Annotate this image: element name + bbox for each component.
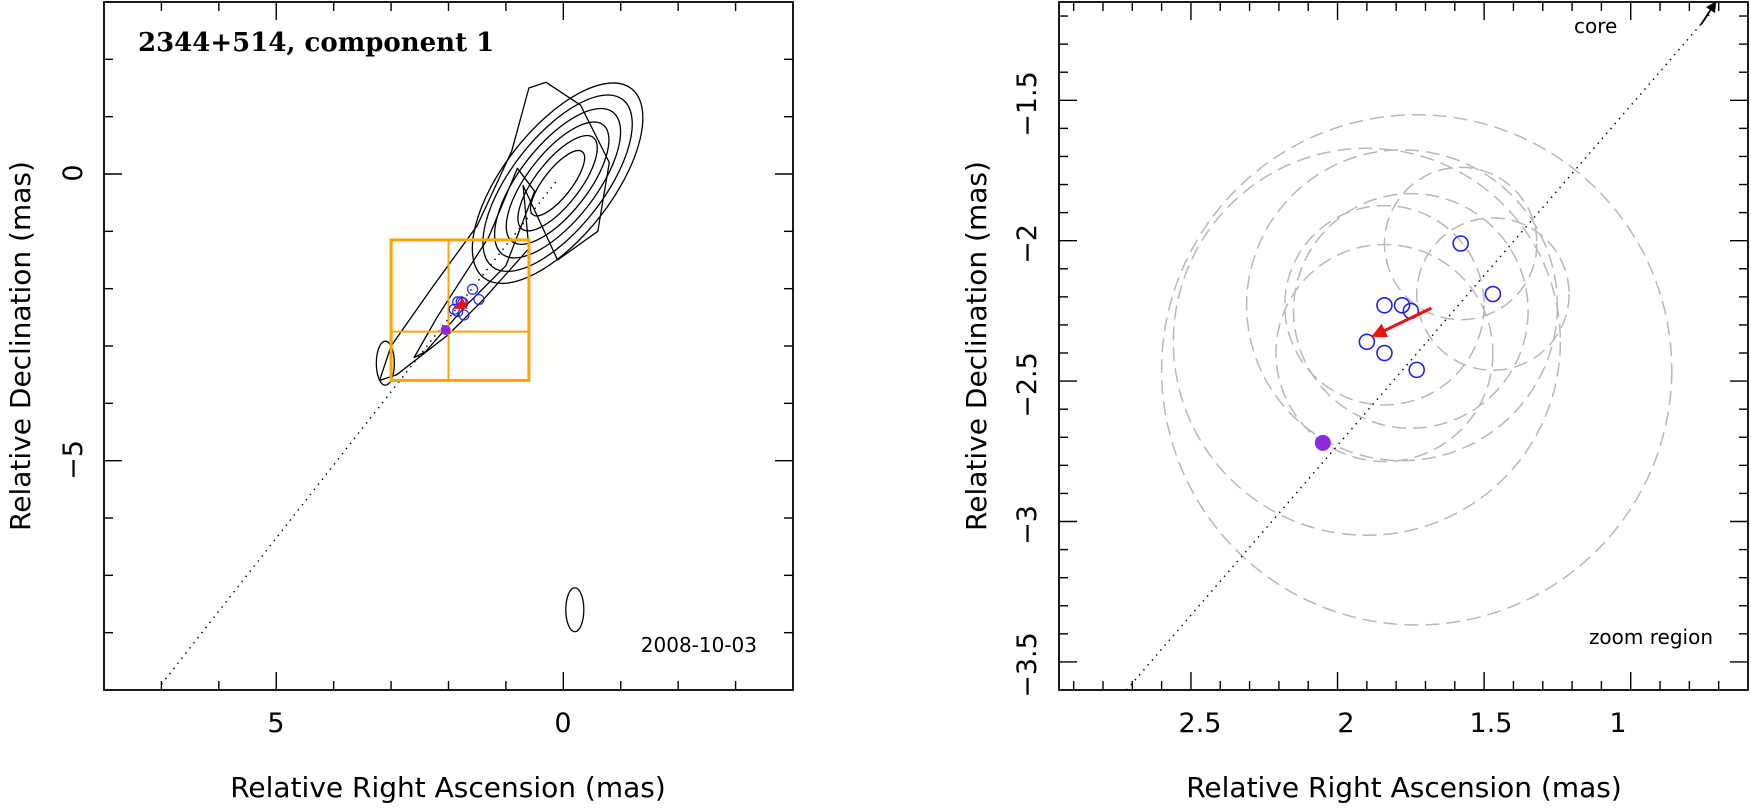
- left-xtick-label-0: 0: [554, 708, 571, 739]
- uncertainty-circle: [1415, 217, 1570, 371]
- uncertainty-circle: [1172, 147, 1562, 537]
- right-plot-frame: [1058, 1, 1749, 691]
- right-y-axis-label: Relative Declination (mas): [960, 161, 993, 531]
- contour-core-level: [493, 107, 622, 259]
- left-core-fit-marker: [440, 324, 451, 335]
- core-direction-arrow: [1700, 2, 1717, 25]
- right-motion-arrow: [1371, 306, 1433, 338]
- right-component-position: [1376, 296, 1393, 314]
- contour-core-level: [471, 82, 644, 285]
- left-y-axis-label: Relative Declination (mas): [4, 161, 37, 531]
- left-component-position: [467, 283, 479, 295]
- right-component-position: [1376, 344, 1393, 362]
- contour-jet-inner: [413, 167, 536, 359]
- left-panel-title: 2344+514, component 1: [138, 28, 494, 58]
- right-component-position: [1393, 296, 1411, 314]
- right-x-axis-label: Relative Right Ascension (mas): [1186, 771, 1622, 804]
- right-axis-ticks: [1059, 2, 1748, 690]
- uncertainty-circle: [1245, 149, 1559, 462]
- right-jet-axis-line: [1125, 9, 1714, 690]
- right-ytick-label-minus3: −3: [1012, 505, 1043, 545]
- left-panel-contour-map: 2344+514, component 1 2008-10-03 5 0 0 −…: [4, 1, 794, 804]
- left-component-position: [448, 303, 460, 315]
- left-axis-ticks: [104, 2, 793, 690]
- right-core-fit-marker: [1314, 434, 1331, 451]
- right-ytick-label-minus2.5: −2.5: [1012, 352, 1043, 418]
- core-direction-label: core: [1574, 14, 1617, 38]
- right-xtick-label-1.5: 1.5: [1470, 708, 1513, 739]
- contour-jet-outer: [378, 81, 610, 382]
- left-jet-axis-line: [160, 179, 559, 685]
- right-component-position: [1358, 333, 1376, 351]
- right-plot-area: [1125, 2, 1717, 690]
- contour-isolated-bottom: [565, 587, 585, 633]
- observation-date-label: 2008-10-03: [641, 633, 757, 657]
- left-ytick-label-0: 0: [58, 164, 89, 181]
- uncertainty-circle: [1292, 192, 1529, 429]
- uncertainty-circle: [1283, 204, 1485, 406]
- contour-isolated-left: [375, 340, 395, 386]
- right-xtick-label-2: 2: [1337, 708, 1354, 739]
- contour-core-level: [482, 94, 633, 273]
- right-xtick-label-2.5: 2.5: [1179, 708, 1222, 739]
- contour-core-level: [529, 149, 586, 217]
- right-ytick-label-minus1.5: −1.5: [1012, 71, 1043, 137]
- uncertainty-circle: [1383, 166, 1538, 321]
- left-component-position: [473, 293, 485, 306]
- right-component-position: [1452, 235, 1469, 252]
- right-xtick-label-1: 1: [1609, 708, 1626, 739]
- right-ytick-label-minus2: −2: [1012, 224, 1043, 264]
- right-panel-zoom: core zoom region 2.5 2 1.5 1 −1.5 −2 −2.…: [960, 1, 1749, 804]
- left-ytick-label-minus5: −5: [58, 440, 89, 480]
- zoom-region-label: zoom region: [1589, 625, 1713, 649]
- left-x-axis-label: Relative Right Ascension (mas): [230, 771, 666, 804]
- left-component-position: [458, 309, 470, 321]
- left-plot-area: [160, 81, 644, 685]
- uncertainty-circle: [1275, 243, 1494, 463]
- uncertainty-circle: [1160, 114, 1673, 626]
- right-ytick-label-minus3.5: −3.5: [1012, 632, 1043, 698]
- contour-core-level: [517, 134, 598, 232]
- right-component-position: [1408, 361, 1425, 379]
- zoom-box: [389, 238, 531, 382]
- left-motion-arrow: [454, 297, 468, 310]
- right-component-position: [1484, 285, 1502, 303]
- contour-core-level: [505, 121, 610, 246]
- left-xtick-label-5: 5: [267, 708, 284, 739]
